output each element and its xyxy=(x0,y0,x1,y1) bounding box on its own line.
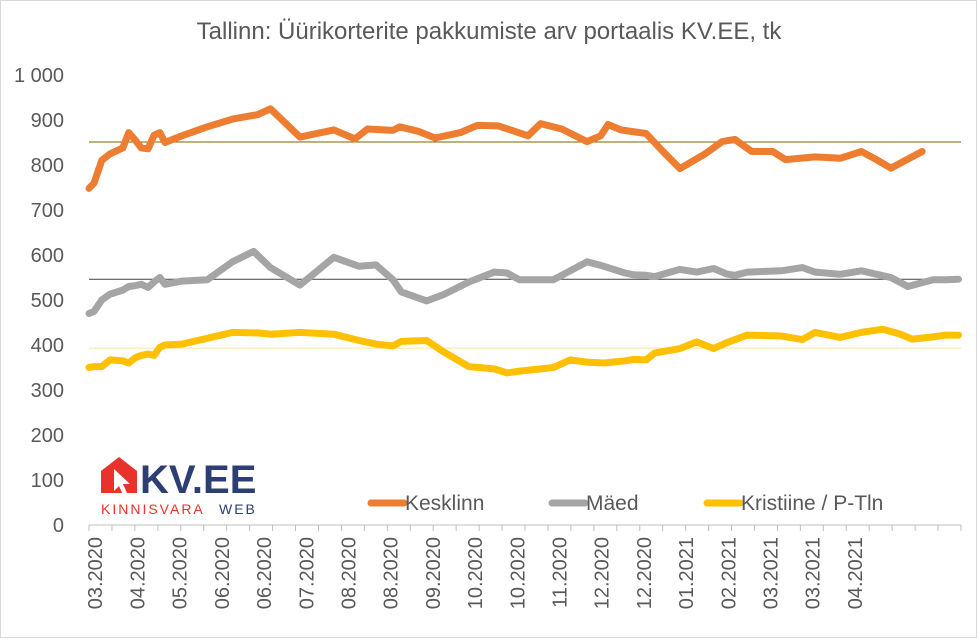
logo-cursor-icon xyxy=(114,469,130,495)
x-tick-label: 10.2020 xyxy=(465,537,487,609)
y-tick-label: 400 xyxy=(31,335,64,357)
legend-label-kesklinn: Kesklinn xyxy=(405,492,484,515)
x-tick-label: 12.2020 xyxy=(592,537,614,609)
legend: Kesklinn Mäed Kristiine / P-Tln xyxy=(367,492,883,515)
y-tick-label: 0 xyxy=(53,515,64,537)
x-tick-label: 03.2021 xyxy=(761,537,783,609)
y-tick-label: 600 xyxy=(31,245,64,267)
average-lines xyxy=(89,141,961,349)
legend-label-kristiine: Kristiine / P-Tln xyxy=(741,492,883,515)
y-tick-label: 200 xyxy=(31,425,64,447)
x-tick-label: 09.2020 xyxy=(423,537,445,609)
x-tick-label: 02.2021 xyxy=(718,537,740,609)
kv-ee-logo: KV.EE KINNISVARA WEB xyxy=(101,457,257,517)
x-tick-label: 07.2020 xyxy=(296,537,318,609)
x-tick-label: 04.2020 xyxy=(127,537,149,609)
series-line-1 xyxy=(85,247,962,317)
y-tick-label: 100 xyxy=(31,470,64,492)
series-line-2 xyxy=(85,325,962,377)
x-tick-label: 12.2020 xyxy=(634,537,656,609)
logo-kv-text: KV.EE xyxy=(140,458,256,502)
x-axis: 03.2020 04.2020 05.2020 06.2020 06.2020 07.20… xyxy=(85,524,962,609)
x-tick-label: 03.2021 xyxy=(803,537,825,609)
x-tick-label: 08.2020 xyxy=(338,537,360,609)
chart-title: Tallinn: Üürikorterite pakkumiste arv po… xyxy=(197,18,783,45)
y-axis: 0 100 200 300 400 500 600 700 800 900 1 000 xyxy=(14,65,64,537)
x-tick-label: 01.2021 xyxy=(676,537,698,609)
y-tick-label: 800 xyxy=(31,155,64,177)
x-tick-label: 06.2020 xyxy=(254,537,276,609)
y-tick-label: 700 xyxy=(31,200,64,222)
x-tick-label: 06.2020 xyxy=(212,537,234,609)
x-tick-label: 11.2020 xyxy=(549,537,571,608)
logo-kinnisvara-text: KINNISVARA xyxy=(101,501,205,517)
y-tick-label: 1 000 xyxy=(14,65,64,87)
logo-web-text: WEB xyxy=(219,501,257,517)
y-tick-label: 500 xyxy=(31,290,64,312)
x-tick-label: 03.2020 xyxy=(85,537,107,609)
x-tick-label: 05.2020 xyxy=(170,537,192,609)
x-tick-label: 08.2020 xyxy=(381,537,403,609)
x-tick-label: 10.2020 xyxy=(507,537,529,609)
series-lines xyxy=(85,105,962,377)
x-tick-label: 04.2021 xyxy=(845,537,867,609)
series-line-0 xyxy=(85,105,926,192)
legend-label-maed: Mäed xyxy=(586,492,639,515)
y-tick-label: 300 xyxy=(31,380,64,402)
y-tick-label: 900 xyxy=(31,110,64,132)
